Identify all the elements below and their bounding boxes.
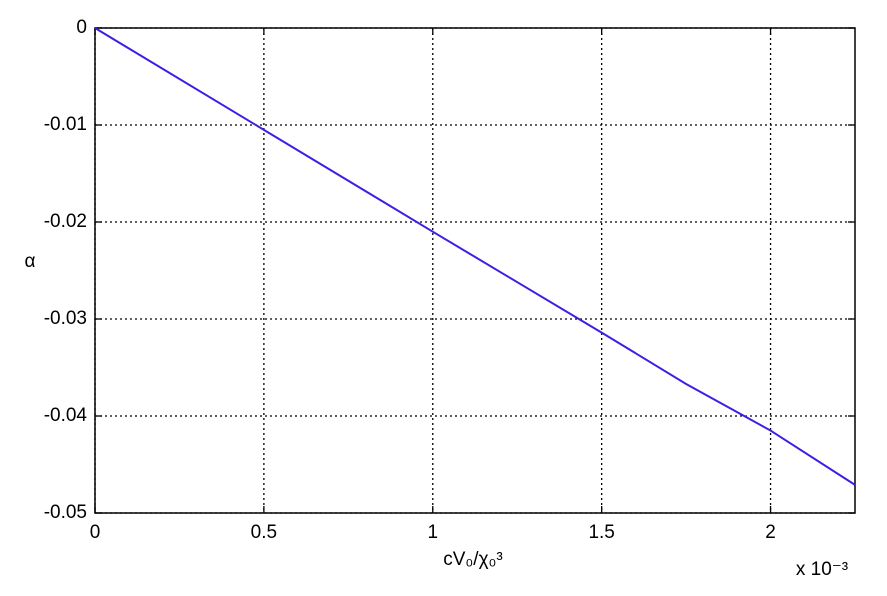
x-tick-label: 0	[90, 522, 101, 543]
x-multiplier: x 10⁻³	[796, 559, 848, 580]
x-tick-label: 1.5	[588, 522, 614, 543]
y-tick-label: -0.04	[44, 405, 88, 426]
data-line	[94, 27, 856, 486]
plot-frame	[94, 27, 856, 514]
y-tick-label: -0.03	[44, 308, 87, 329]
x-tick-label: 2	[765, 522, 776, 543]
x-tick-label: 1	[427, 522, 438, 543]
x-axis-label: cV₀/χ₀³	[443, 549, 503, 570]
y-axis-label: α	[25, 251, 36, 272]
y-tick-label: -0.05	[44, 502, 87, 523]
y-tick-label: 0	[76, 17, 87, 38]
y-tick-label: -0.02	[44, 211, 87, 232]
x-tick-label: 0.5	[251, 522, 277, 543]
y-tick-label: -0.01	[44, 114, 87, 135]
